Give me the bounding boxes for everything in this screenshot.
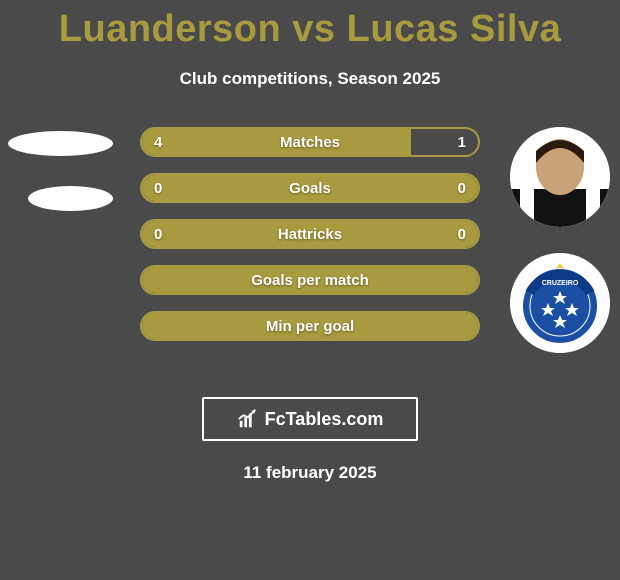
branding-text: FcTables.com — [265, 409, 384, 430]
stat-label: Goals per match — [142, 267, 478, 293]
avatar-placeholder-icon — [510, 127, 610, 227]
club-crest-icon: CRUZEIRO — [510, 253, 610, 353]
stat-label: Hattricks — [142, 221, 478, 247]
chart-icon — [237, 408, 259, 430]
right-player-column: CRUZEIRO — [510, 127, 610, 379]
stat-bar-row: 41Matches — [140, 127, 480, 157]
date-text: 11 february 2025 — [0, 463, 620, 483]
branding-box: FcTables.com — [202, 397, 418, 441]
svg-text:CRUZEIRO: CRUZEIRO — [542, 280, 579, 287]
placeholder-oval — [8, 131, 113, 156]
stat-label: Min per goal — [142, 313, 478, 339]
club-crest: CRUZEIRO — [510, 253, 610, 353]
stat-bar-row: Goals per match — [140, 265, 480, 295]
page-subtitle: Club competitions, Season 2025 — [0, 69, 620, 89]
stat-bar-row: Min per goal — [140, 311, 480, 341]
stat-bar-row: 00Hattricks — [140, 219, 480, 249]
stat-label: Goals — [142, 175, 478, 201]
page-title: Luanderson vs Lucas Silva — [0, 0, 620, 51]
placeholder-oval — [28, 186, 113, 211]
stat-label: Matches — [142, 129, 478, 155]
comparison-area: 41Matches 00Goals 00Hattricks Goals per mat… — [0, 127, 620, 397]
stat-bar-row: 00Goals — [140, 173, 480, 203]
left-player-placeholder — [8, 127, 113, 211]
player-avatar — [510, 127, 610, 227]
stat-bars: 41Matches 00Goals 00Hattricks Goals per mat… — [140, 127, 480, 357]
